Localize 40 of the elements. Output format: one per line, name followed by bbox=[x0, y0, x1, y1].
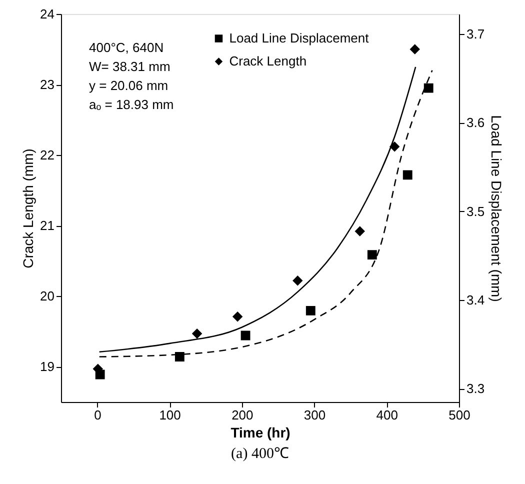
point bbox=[402, 170, 412, 180]
y-tick-label: 19 bbox=[40, 359, 54, 374]
y2-axis-title: Load Line Displacement (mm) bbox=[488, 115, 505, 302]
point bbox=[390, 142, 400, 152]
text: (a) 400℃ bbox=[231, 446, 289, 462]
y2-tick-label: 3.4 bbox=[466, 292, 485, 308]
y-tick-label: 20 bbox=[40, 288, 54, 304]
point bbox=[424, 83, 434, 93]
x-tick-label: 500 bbox=[448, 408, 470, 422]
x-tick-label: 100 bbox=[159, 408, 181, 422]
y-tick-label: 23 bbox=[40, 77, 54, 92]
point bbox=[292, 276, 302, 286]
point bbox=[410, 44, 420, 54]
x-tick-label: 400 bbox=[376, 408, 398, 422]
annotation: aₒ = 18.93 mm bbox=[89, 97, 174, 112]
y-tick-label: 24 bbox=[40, 6, 54, 22]
point bbox=[367, 250, 377, 260]
y2-tick-label: 3.6 bbox=[466, 115, 485, 130]
y2-tick-label: 3.3 bbox=[466, 381, 485, 396]
x-tick-label: 0 bbox=[94, 408, 102, 422]
x-tick-label: 300 bbox=[304, 408, 326, 422]
point bbox=[355, 226, 365, 236]
point bbox=[192, 328, 202, 338]
y-axis-title: Crack Length (mm) bbox=[20, 148, 36, 268]
point bbox=[95, 370, 105, 380]
point bbox=[306, 306, 316, 316]
annotation: 400°C, 640N bbox=[89, 40, 164, 55]
y2-tick-label: 3.5 bbox=[466, 204, 485, 219]
x-axis-title: Time (hr) bbox=[230, 424, 290, 440]
annotation: y = 20.06 mm bbox=[89, 78, 168, 93]
point bbox=[174, 352, 184, 362]
point bbox=[240, 330, 250, 340]
y-tick-label: 21 bbox=[40, 218, 54, 234]
point bbox=[232, 312, 242, 322]
x-tick-label: 200 bbox=[232, 408, 254, 422]
y-tick-label: 22 bbox=[40, 148, 54, 163]
legend-label: Crack Length bbox=[229, 54, 307, 68]
legend-label: Load Line Displacement bbox=[229, 30, 370, 46]
y2-tick-label: 3.7 bbox=[466, 26, 485, 42]
annotation: W= 38.31 mm bbox=[89, 59, 170, 74]
